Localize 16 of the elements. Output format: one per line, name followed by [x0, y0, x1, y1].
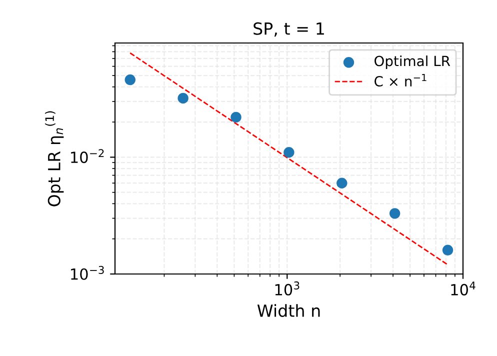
point — [389, 208, 400, 219]
point — [124, 74, 136, 86]
point — [442, 244, 454, 256]
x-axis-title: Width n — [257, 304, 320, 317]
legend-label: Optimal LR — [374, 56, 450, 69]
x-tick-label: 10$^{3}$ — [275, 281, 300, 296]
x-tick-label: 10$^{4}$ — [451, 282, 476, 296]
point — [336, 178, 348, 188]
point — [178, 92, 188, 104]
point — [284, 147, 294, 158]
point — [230, 112, 242, 123]
chart-title: SP, t = 1 — [254, 22, 324, 37]
legend-label: C × n$^{−1}$ — [374, 74, 426, 87]
y-tick-label: 10$^{−2}$ — [71, 149, 104, 164]
y-axis-title: Opt LR η$_{n}$$^{(1)}$ — [44, 111, 64, 206]
y-tick-label: 10$^{−3}$ — [71, 266, 104, 280]
